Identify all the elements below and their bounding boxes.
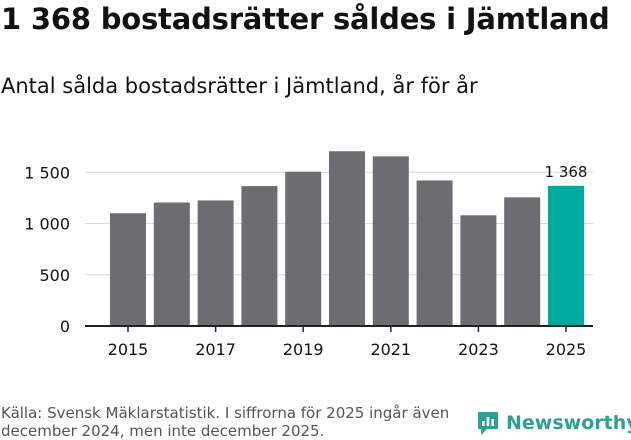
x-tick-label: 2017	[195, 340, 236, 359]
bar-2021	[372, 156, 409, 326]
bar-2024	[504, 197, 541, 326]
bar-2025	[548, 185, 584, 326]
logo-text: Newsworthy	[506, 412, 631, 434]
bar-2019	[285, 171, 322, 326]
y-tick-label: 0	[60, 317, 70, 336]
source-note: Källa: Svensk Mäklarstatistik. I siffror…	[1, 404, 450, 440]
y-tick-label: 500	[39, 266, 70, 285]
newsworthy-logo-icon	[478, 412, 498, 435]
x-tick-label: 2021	[370, 340, 411, 359]
x-tick-label: 2015	[108, 340, 149, 359]
data-label: 1 368	[545, 163, 588, 181]
x-tick-label: 2023	[458, 340, 499, 359]
y-tick-label: 1 000	[24, 215, 70, 234]
chart-subtitle: Antal sålda bostadsrätter i Jämtland, år…	[1, 74, 478, 98]
newsworthy-logo[interactable]: Newsworthy	[476, 409, 631, 437]
bar-2015	[110, 213, 146, 326]
bar-2017	[197, 200, 234, 326]
bar-2023	[460, 215, 497, 326]
chart-title: 1 368 bostadsrätter såldes i Jämtland	[1, 2, 610, 36]
bar-2020	[329, 151, 365, 326]
bar-2018	[241, 186, 278, 326]
bar-2016	[153, 202, 190, 326]
x-tick-label: 2025	[546, 340, 587, 359]
bar-chart: 0 500 1 000 1 500 2015 2017 2019 2021 2023 2025 1 …	[24, 151, 593, 359]
bar-2022	[416, 180, 453, 326]
x-tick-label: 2019	[283, 340, 324, 359]
y-tick-label: 1 500	[24, 163, 70, 182]
